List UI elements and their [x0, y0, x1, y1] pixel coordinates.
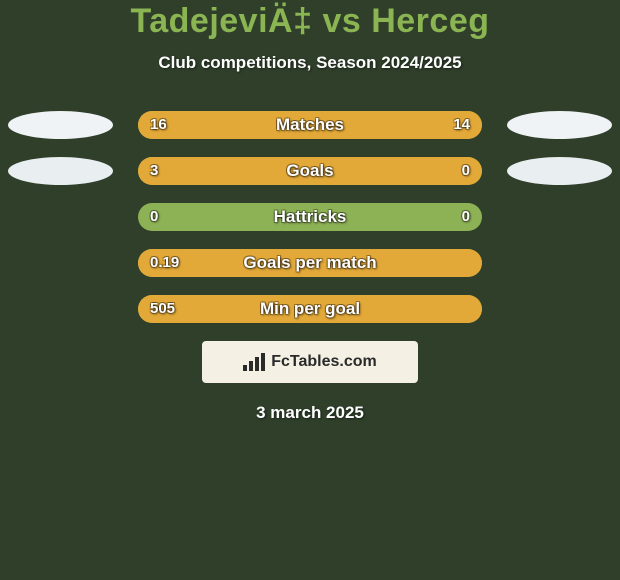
stat-value-player1: 3 [150, 157, 158, 185]
chart-icon [243, 353, 265, 371]
stat-label: Hattricks [138, 203, 482, 231]
bar-track: Matches16 14 [138, 111, 482, 139]
bar-track: Goals3 0 [138, 157, 482, 185]
bar-track: Min per goal505 [138, 295, 482, 323]
attribution-badge: FcTables.com [202, 341, 418, 383]
subtitle: Club competitions, Season 2024/2025 [0, 53, 620, 73]
comparison-chart: Matches1614Goals30Hattricks00Goals per m… [0, 111, 620, 323]
stat-value-player1: 0 [150, 203, 158, 231]
main-content: TadejeviÄ‡ vs Herceg Club competitions, … [0, 0, 620, 423]
player2-photo [507, 111, 612, 139]
stat-value-player1: 505 [150, 295, 175, 323]
attribution-text: FcTables.com [271, 353, 377, 371]
player2-photo [507, 157, 612, 185]
bar-track: Goals per match0.19 [138, 249, 482, 277]
player2-name: Herceg [371, 2, 489, 40]
player1-name: TadejeviÄ‡ [130, 2, 312, 40]
title-vs: vs [313, 2, 372, 40]
stat-label: Matches [138, 111, 482, 139]
stat-value-player1: 0.19 [150, 249, 179, 277]
stat-row: Min per goal505 [0, 295, 620, 323]
stat-label: Goals [138, 157, 482, 185]
stat-label: Min per goal [138, 295, 482, 323]
stat-value-player2: 0 [462, 203, 470, 231]
bar-track: Hattricks0 0 [138, 203, 482, 231]
date-label: 3 march 2025 [0, 403, 620, 423]
player1-photo [8, 111, 113, 139]
stat-value-player1: 16 [150, 111, 167, 139]
stat-value-player2: 0 [462, 157, 470, 185]
stat-row: Goals per match0.19 [0, 249, 620, 277]
stat-value-player2: 14 [453, 111, 470, 139]
stat-row: Hattricks0 0 [0, 203, 620, 231]
page-title: TadejeviÄ‡ vs Herceg [0, 2, 620, 41]
stat-label: Goals per match [138, 249, 482, 277]
player1-photo [8, 157, 113, 185]
